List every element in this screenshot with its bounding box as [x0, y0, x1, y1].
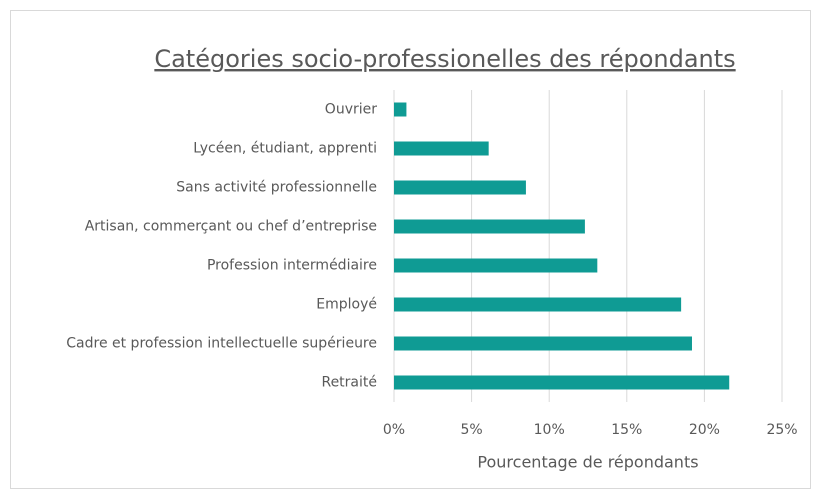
bar	[394, 258, 598, 273]
y-tick-label: Employé	[316, 297, 377, 313]
y-tick-label: Retraité	[321, 375, 377, 391]
y-tick-label: Sans activité professionnelle	[176, 180, 377, 196]
y-tick-label: Lycéen, étudiant, apprenti	[193, 141, 377, 157]
bar	[394, 102, 407, 117]
bar	[394, 297, 682, 312]
y-tick-label: Profession intermédiaire	[207, 258, 377, 274]
y-tick-label: Cadre et profession intellectuelle supér…	[66, 336, 377, 352]
y-tick-label: Ouvrier	[325, 102, 377, 118]
bar	[394, 141, 489, 156]
chart-title: Catégories socio-professionelles des rép…	[154, 45, 735, 73]
y-tick-label: Artisan, commerçant ou chef d’entreprise	[85, 219, 377, 235]
x-tick-label: 5%	[460, 422, 482, 438]
bar	[394, 219, 585, 234]
x-axis-title: Pourcentage de répondants	[477, 453, 698, 472]
x-tick-label: 0%	[383, 422, 405, 438]
x-tick-label: 20%	[689, 422, 720, 438]
bar	[394, 375, 730, 390]
x-tick-label: 25%	[766, 422, 797, 438]
bar	[394, 180, 526, 195]
x-tick-label: 10%	[534, 422, 565, 438]
x-tick-label: 15%	[611, 422, 642, 438]
bar	[394, 336, 692, 351]
chart-frame	[10, 10, 811, 489]
